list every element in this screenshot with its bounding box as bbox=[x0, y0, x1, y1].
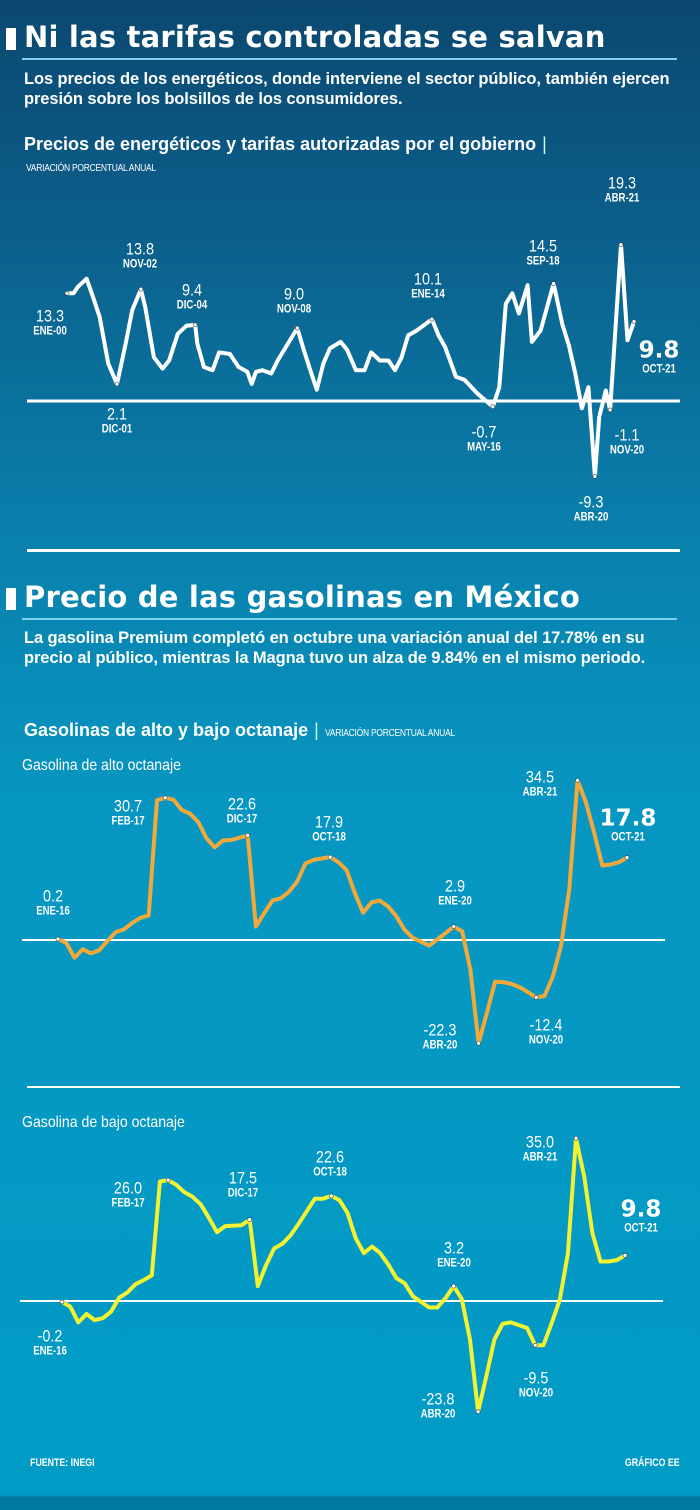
annotated-point bbox=[533, 995, 539, 1000]
annotation: -23.8 ABR-20 bbox=[420, 1389, 456, 1421]
annotation: 26.0 FEB-17 bbox=[111, 1178, 145, 1210]
annotated-point bbox=[294, 325, 300, 331]
annotation: -12.4 NOV-20 bbox=[528, 1015, 564, 1047]
separator: | bbox=[542, 134, 547, 154]
annotation: -0.7 MAY-16 bbox=[467, 422, 501, 454]
annotated-point bbox=[64, 290, 70, 296]
annotation: -1.1 NOV-20 bbox=[609, 425, 645, 457]
annotated-point bbox=[328, 1193, 334, 1199]
annotated-point bbox=[631, 319, 637, 324]
annotated-point bbox=[247, 1217, 252, 1222]
section2-paragraph: La gasolina Premium completó en octubre … bbox=[24, 629, 646, 667]
annotated-point bbox=[624, 855, 630, 860]
annotation: 9.4 DIC-04 bbox=[176, 280, 208, 312]
title-marker bbox=[6, 588, 16, 610]
annotated-point bbox=[55, 936, 61, 942]
chart2-title: Gasolinas de alto y bajo octanaje bbox=[24, 720, 309, 740]
bajo-octanaje-label: Gasolina de bajo octanaje bbox=[22, 1114, 185, 1131]
annotated-point bbox=[138, 286, 144, 292]
credit-note: GRÁFICO EE bbox=[624, 1457, 680, 1469]
annotation-latest: 9.8 OCT-21 bbox=[620, 1196, 662, 1235]
separator: | bbox=[314, 720, 319, 740]
annotation: 22.6 DIC-17 bbox=[226, 794, 258, 826]
annotated-point bbox=[490, 404, 496, 409]
chart2-series bbox=[55, 777, 630, 1046]
annotated-point bbox=[114, 381, 120, 387]
annotation: -0.2 ENE-16 bbox=[33, 1326, 67, 1358]
annotated-point bbox=[532, 1342, 538, 1348]
chart1-title: Precios de energéticos y tarifas autoriz… bbox=[24, 134, 537, 154]
series-line bbox=[65, 242, 636, 479]
annotated-point bbox=[451, 1283, 456, 1289]
annotation: 13.3 ENE-00 bbox=[33, 306, 67, 338]
section-divider bbox=[27, 549, 680, 552]
annotation: 17.5 DIC-17 bbox=[227, 1168, 259, 1200]
title-marker bbox=[6, 28, 16, 50]
annotation: 22.6 OCT-18 bbox=[313, 1147, 347, 1179]
section2-title: Precio de las gasolinas en México bbox=[24, 580, 581, 614]
annotation: 0.2 ENE-16 bbox=[36, 886, 70, 918]
annotation: 9.0 NOV-08 bbox=[276, 284, 312, 316]
chart2-subtitle: Gasolinas de alto y bajo octanaje | VARIAC… bbox=[24, 720, 478, 741]
annotated-point bbox=[592, 474, 598, 479]
annotated-point bbox=[622, 1253, 628, 1258]
annotation: -22.3 ABR-20 bbox=[422, 1020, 458, 1052]
annotated-point bbox=[59, 1299, 65, 1305]
annotation: -9.3 ABR-20 bbox=[573, 492, 609, 524]
title-rule bbox=[22, 58, 677, 60]
annotation: 10.1 ENE-14 bbox=[411, 269, 445, 301]
annotated-point bbox=[162, 795, 168, 801]
annotated-point bbox=[245, 833, 250, 838]
source-note: FUENTE: INEGI bbox=[30, 1457, 95, 1469]
chart3-series bbox=[59, 1135, 628, 1414]
annotated-point bbox=[575, 777, 580, 783]
chart-divider bbox=[27, 1086, 680, 1088]
annotated-point bbox=[607, 407, 613, 413]
annotated-point bbox=[429, 316, 435, 322]
annotation: 19.3 ABR-21 bbox=[604, 173, 640, 205]
annotation-latest: 9.8 OCT-21 bbox=[638, 337, 680, 376]
chart1-unit: VARIACIÓN PORCENTUAL ANUAL bbox=[26, 163, 156, 174]
series-line bbox=[56, 778, 629, 1046]
annotation: 17.9 OCT-18 bbox=[312, 812, 346, 844]
annotated-point bbox=[165, 1177, 171, 1183]
annotated-point bbox=[551, 281, 556, 286]
chart2-unit: VARIACIÓN PORCENTUAL ANUAL bbox=[324, 728, 455, 739]
annotation: 3.2 ENE-20 bbox=[437, 1238, 471, 1270]
annotated-point bbox=[475, 1409, 481, 1414]
annotated-point bbox=[618, 242, 624, 247]
annotation: 35.0 ABR-21 bbox=[522, 1132, 558, 1164]
annotation-latest: 17.8 OCT-21 bbox=[599, 805, 657, 844]
annotation: 34.5 ABR-21 bbox=[522, 767, 558, 799]
annotation: 2.1 DIC-01 bbox=[101, 404, 133, 436]
title-rule bbox=[22, 618, 677, 620]
annotated-point bbox=[476, 1040, 481, 1046]
annotation: 2.9 ENE-20 bbox=[438, 876, 472, 908]
alto-octanaje-label: Gasolina de alto octanaje bbox=[22, 757, 181, 774]
chart1-subtitle: Precios de energéticos y tarifas autoriz… bbox=[24, 134, 553, 155]
annotation: 13.8 NOV-02 bbox=[122, 239, 158, 271]
annotation: 14.5 SEP-18 bbox=[526, 236, 560, 268]
annotated-point bbox=[451, 924, 457, 929]
annotated-point bbox=[192, 322, 198, 328]
section1-paragraph: Los precios de los energéticos, donde in… bbox=[24, 70, 670, 108]
annotation: 30.7 FEB-17 bbox=[111, 796, 145, 828]
chart1-series bbox=[64, 242, 637, 479]
annotated-point bbox=[327, 854, 333, 860]
annotated-point bbox=[573, 1135, 579, 1141]
annotation: -9.5 NOV-20 bbox=[518, 1368, 554, 1400]
section1-title: Ni las tarifas controladas se salvan bbox=[24, 20, 606, 54]
